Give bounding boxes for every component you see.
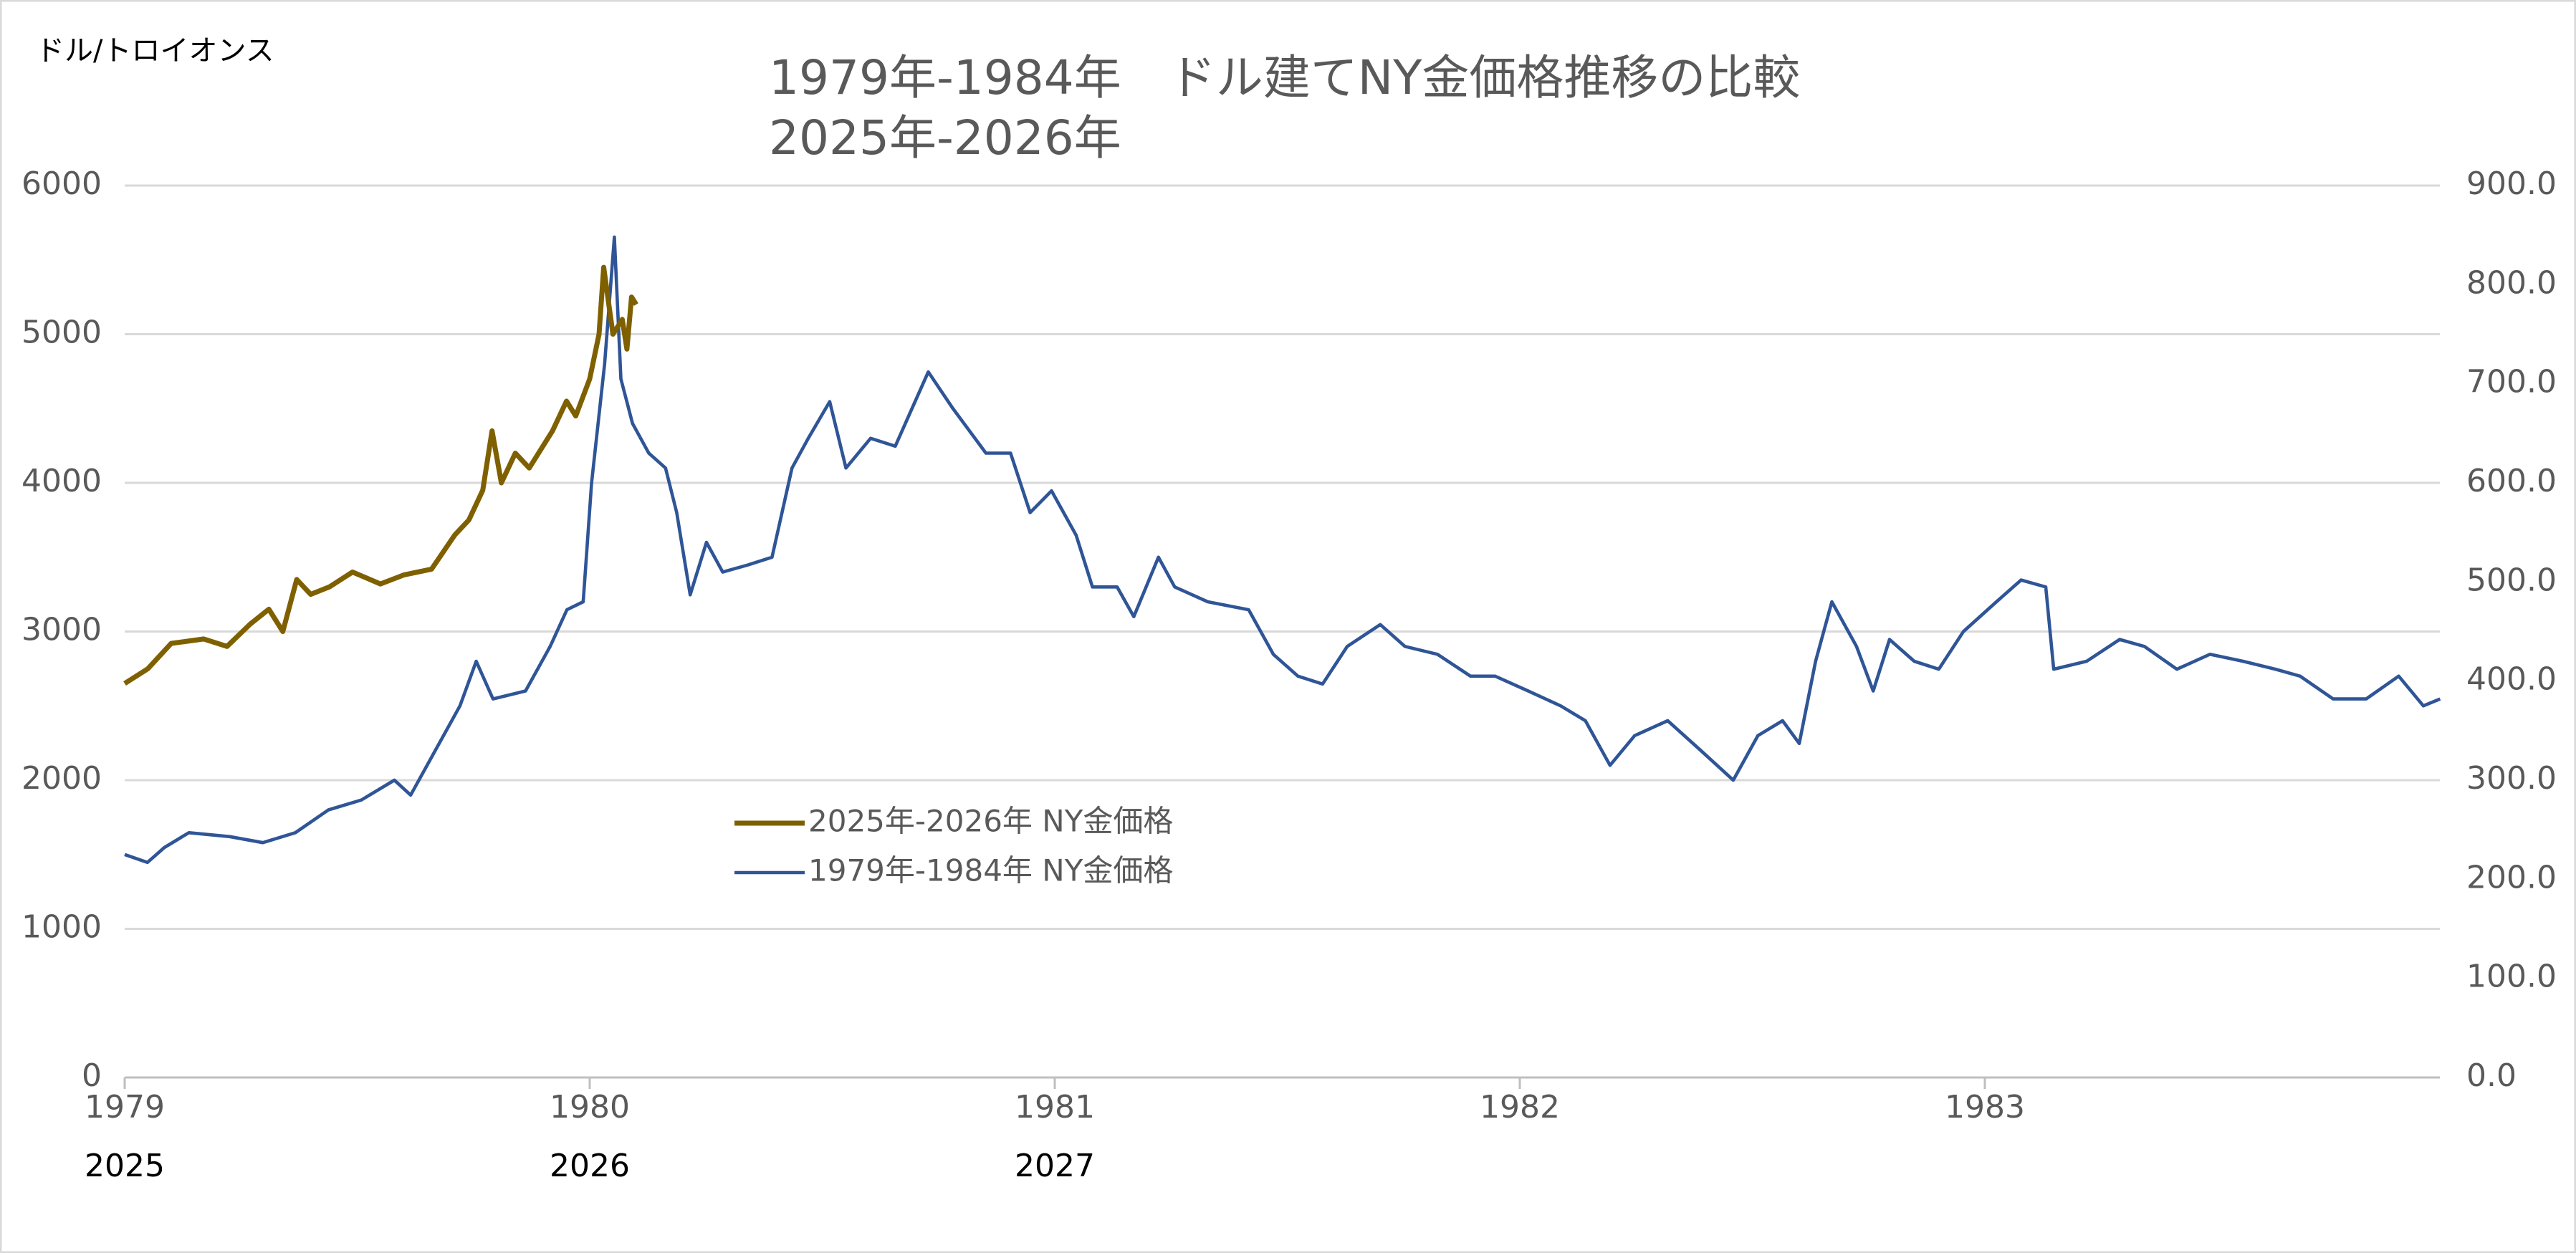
x2-tick-label: 2026 xyxy=(550,1148,630,1184)
legend-label: 2025年-2026年 NY金価格 xyxy=(808,804,1173,839)
y-tick-label: 4000 xyxy=(21,463,102,499)
y-tick-label: 6000 xyxy=(21,165,102,202)
legend-label: 1979年-1984年 NY金価格 xyxy=(808,853,1173,888)
y2-tick-label: 400.0 xyxy=(2466,661,2557,698)
series-line xyxy=(124,235,2441,865)
series-line xyxy=(123,264,638,686)
y2-tick-label: 600.0 xyxy=(2466,463,2557,499)
y-tick-label: 5000 xyxy=(21,315,102,351)
y2-tick-label: 900.0 xyxy=(2466,165,2557,202)
x-tick-label: 1979 xyxy=(85,1089,165,1125)
y-axis-label: ドル/トロイオンス xyxy=(36,34,274,67)
y-tick-label: 3000 xyxy=(21,612,102,648)
y2-tick-label: 500.0 xyxy=(2466,562,2557,598)
y-tick-label: 1000 xyxy=(21,909,102,946)
y2-tick-label: 800.0 xyxy=(2466,264,2557,301)
x-tick-label: 1983 xyxy=(1945,1089,2025,1125)
y2-tick-label: 0.0 xyxy=(2466,1057,2517,1094)
y-tick-label: 2000 xyxy=(21,760,102,797)
y2-tick-label: 700.0 xyxy=(2466,364,2557,400)
y2-tick-label: 200.0 xyxy=(2466,859,2557,896)
chart-title: 2025年-2026年 xyxy=(769,110,1121,165)
x2-tick-label: 2025 xyxy=(85,1148,165,1184)
x2-tick-label: 2027 xyxy=(1015,1148,1095,1184)
y2-tick-label: 300.0 xyxy=(2466,760,2557,797)
x-tick-label: 1980 xyxy=(550,1089,630,1125)
x-tick-label: 1982 xyxy=(1480,1089,1560,1125)
y-tick-label: 0 xyxy=(82,1057,102,1094)
y2-tick-label: 100.0 xyxy=(2466,959,2557,995)
x-tick-label: 1981 xyxy=(1015,1089,1095,1125)
chart-title: 1979年-1984年 ドル建てNY金価格推移の比較 xyxy=(769,50,1800,105)
